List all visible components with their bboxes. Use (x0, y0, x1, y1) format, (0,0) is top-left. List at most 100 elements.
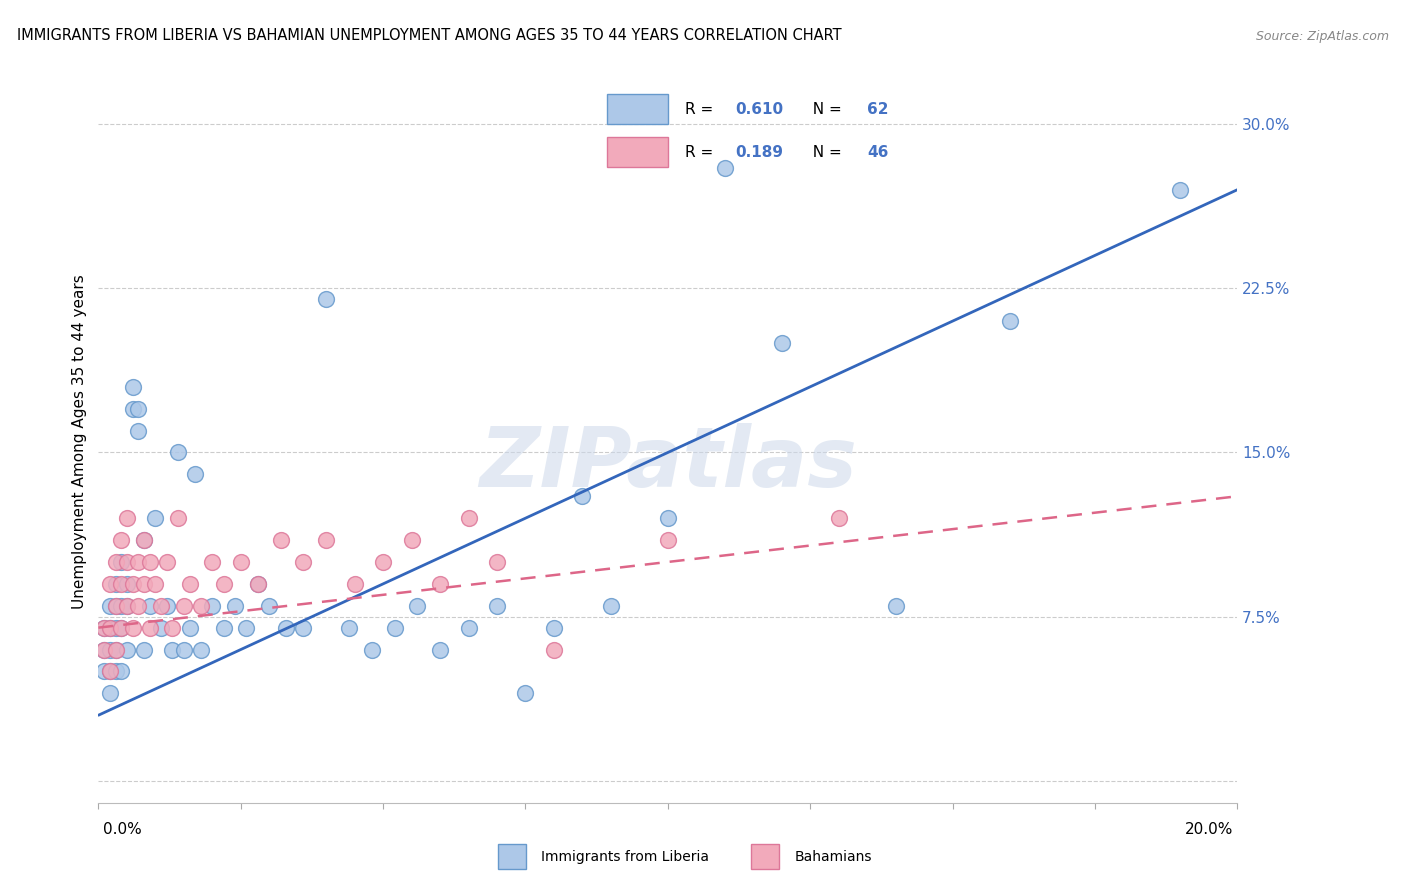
Point (190, 642, 212, 657)
Text: N =: N = (803, 102, 846, 117)
Point (179, 577, 201, 591)
Text: Bahamians: Bahamians (794, 850, 872, 863)
Text: R =: R = (685, 145, 718, 160)
Point (98, 599, 121, 613)
Point (429, 577, 451, 591)
Point (173, 642, 195, 657)
Point (360, 642, 382, 657)
Text: R =: R = (685, 102, 718, 117)
Point (246, 577, 269, 591)
Point (457, 621, 479, 635)
Text: 0.610: 0.610 (735, 102, 783, 117)
Y-axis label: Unemployment Among Ages 35 to 44 years: Unemployment Among Ages 35 to 44 years (72, 274, 87, 609)
Point (138, 621, 160, 635)
Point (104, 577, 127, 591)
Text: Immigrants from Liberia: Immigrants from Liberia (541, 850, 709, 863)
Bar (751, 844, 779, 869)
Point (156, 555, 179, 569)
Text: 0.0%: 0.0% (103, 822, 142, 837)
Point (429, 642, 451, 657)
Point (115, 577, 138, 591)
Point (104, 599, 127, 613)
Bar (607, 95, 668, 124)
Point (138, 599, 160, 613)
Point (235, 621, 257, 635)
Point (98, 665, 121, 679)
Point (373, 555, 395, 569)
Point (98, 642, 121, 657)
Point (93, 642, 115, 657)
Point (98, 621, 121, 635)
Point (98, 621, 121, 635)
Point (115, 599, 138, 613)
Point (93, 621, 115, 635)
Text: N =: N = (803, 145, 846, 160)
Text: IMMIGRANTS FROM LIBERIA VS BAHAMIAN UNEMPLOYMENT AMONG AGES 35 TO 44 YEARS CORRE: IMMIGRANTS FROM LIBERIA VS BAHAMIAN UNEM… (17, 29, 842, 43)
Point (121, 401, 143, 416)
Point (276, 621, 298, 635)
Point (115, 642, 138, 657)
Point (270, 533, 292, 547)
Point (173, 599, 195, 613)
Point (337, 621, 360, 635)
Bar (607, 137, 668, 167)
Bar (498, 844, 526, 869)
Point (121, 380, 143, 394)
Point (259, 599, 281, 613)
Point (104, 642, 127, 657)
Point (486, 599, 509, 613)
Point (543, 621, 565, 635)
Point (132, 533, 155, 547)
Point (212, 577, 235, 591)
Point (770, 336, 793, 351)
Point (110, 599, 132, 613)
Point (1170, 183, 1192, 197)
Point (150, 599, 173, 613)
Point (162, 642, 184, 657)
Text: 0.189: 0.189 (735, 145, 783, 160)
Point (145, 577, 167, 591)
Point (110, 533, 132, 547)
Point (93, 621, 115, 635)
Point (384, 621, 406, 635)
Point (212, 621, 235, 635)
Point (110, 577, 132, 591)
Point (884, 599, 907, 613)
Text: Source: ZipAtlas.com: Source: ZipAtlas.com (1256, 30, 1389, 43)
Point (343, 577, 366, 591)
Point (201, 599, 224, 613)
Point (93, 642, 115, 657)
Point (292, 621, 315, 635)
Point (110, 621, 132, 635)
Point (657, 533, 679, 547)
Point (132, 642, 155, 657)
Point (457, 511, 479, 525)
Point (401, 533, 423, 547)
Point (127, 555, 149, 569)
Point (406, 599, 429, 613)
Point (127, 424, 149, 438)
Point (184, 467, 207, 482)
Point (150, 621, 173, 635)
Point (156, 599, 179, 613)
Text: 20.0%: 20.0% (1185, 822, 1233, 837)
Point (121, 621, 143, 635)
Point (104, 642, 127, 657)
Point (714, 161, 737, 175)
Point (600, 599, 623, 613)
Point (828, 511, 851, 525)
Point (162, 621, 184, 635)
Point (104, 599, 127, 613)
Point (201, 555, 224, 569)
Point (93, 665, 115, 679)
Point (246, 577, 269, 591)
Point (104, 621, 127, 635)
Point (104, 555, 127, 569)
Point (190, 599, 212, 613)
Text: ZIPatlas: ZIPatlas (479, 423, 856, 504)
Point (998, 314, 1021, 328)
Point (115, 599, 138, 613)
Point (145, 511, 167, 525)
Point (224, 599, 246, 613)
Point (132, 533, 155, 547)
